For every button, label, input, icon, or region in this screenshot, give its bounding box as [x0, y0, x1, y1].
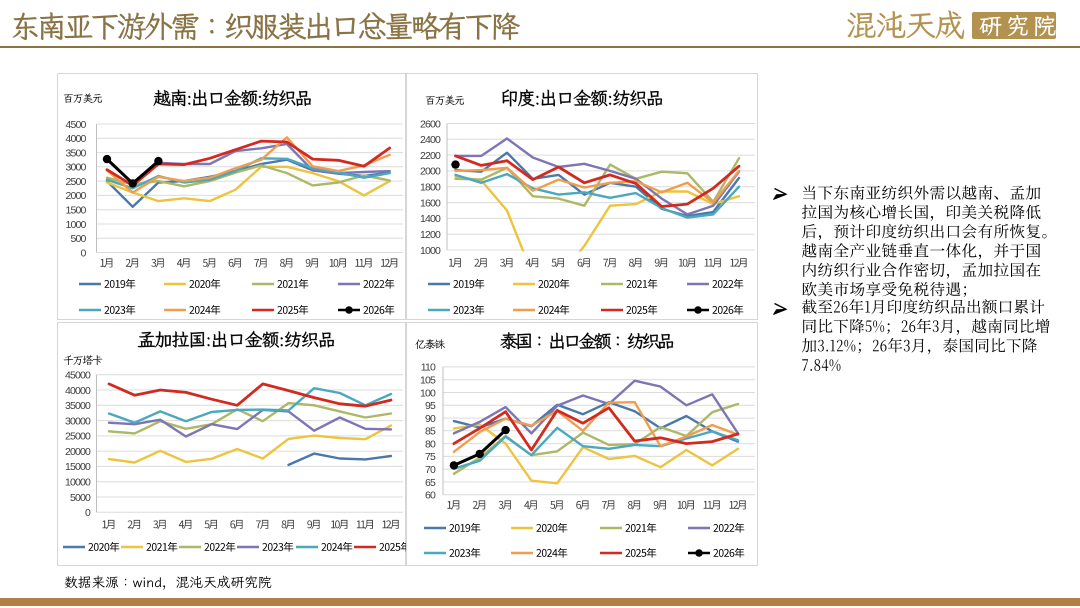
svg-text:40000: 40000 [65, 385, 91, 397]
svg-text:2000: 2000 [66, 190, 87, 202]
svg-text:20000: 20000 [65, 446, 91, 458]
svg-text:15000: 15000 [65, 461, 91, 473]
svg-text:60: 60 [425, 490, 436, 502]
svg-text:0: 0 [81, 247, 87, 259]
svg-text:105: 105 [420, 375, 436, 387]
svg-text:110: 110 [421, 362, 436, 374]
svg-text:4500: 4500 [66, 119, 87, 131]
svg-text:1000: 1000 [66, 219, 87, 231]
svg-text:30000: 30000 [65, 415, 91, 427]
svg-text:500: 500 [71, 233, 87, 245]
svg-text:2200: 2200 [420, 150, 441, 162]
svg-text:1800: 1800 [420, 182, 441, 194]
svg-text:65: 65 [425, 477, 436, 489]
svg-text:2600: 2600 [420, 118, 441, 130]
svg-text:3500: 3500 [66, 147, 87, 159]
svg-text:3000: 3000 [66, 162, 87, 174]
svg-text:2000: 2000 [420, 166, 441, 178]
svg-text:5000: 5000 [70, 492, 91, 504]
svg-text:90: 90 [425, 413, 436, 425]
svg-text:100: 100 [420, 387, 436, 399]
svg-text:45000: 45000 [65, 370, 91, 382]
svg-text:80: 80 [425, 438, 436, 450]
svg-text:70: 70 [425, 464, 436, 476]
svg-text:85: 85 [425, 426, 436, 438]
svg-text:25000: 25000 [65, 431, 91, 443]
svg-text:1400: 1400 [420, 213, 441, 225]
svg-text:1600: 1600 [420, 197, 441, 209]
svg-text:0: 0 [85, 507, 91, 519]
svg-text:75: 75 [425, 451, 436, 463]
svg-text:2500: 2500 [66, 176, 87, 188]
svg-text:95: 95 [425, 400, 436, 412]
svg-text:4000: 4000 [66, 133, 87, 145]
svg-text:1500: 1500 [66, 205, 87, 217]
svg-text:10000: 10000 [65, 477, 91, 489]
svg-text:35000: 35000 [65, 400, 91, 412]
svg-text:1200: 1200 [420, 229, 441, 241]
svg-text:1000: 1000 [420, 245, 441, 257]
svg-text:2400: 2400 [420, 134, 441, 146]
